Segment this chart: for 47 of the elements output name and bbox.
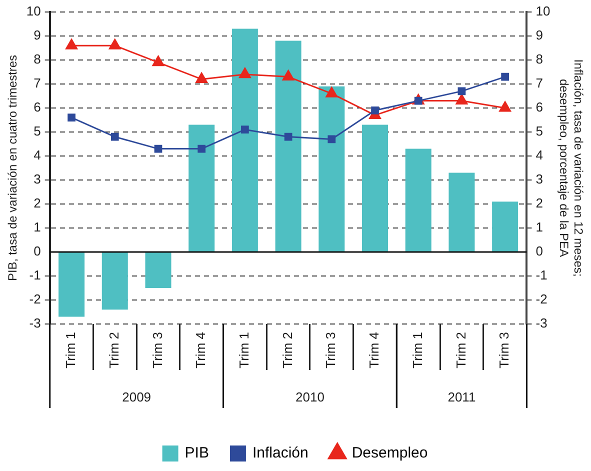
y-tick-label: -3 (29, 316, 41, 331)
y-tick-label: 3 (34, 172, 41, 187)
y2-tick-label: 0 (536, 244, 543, 259)
y-tick-label: 4 (34, 148, 41, 163)
y2-tick-label: 8 (536, 52, 543, 67)
x-tick-label: Trim 4 (366, 332, 382, 368)
y2-tick-label: -1 (536, 268, 548, 283)
y2-tick-label: 7 (536, 76, 543, 91)
y-tick-label: 9 (34, 28, 41, 43)
x-tick-label: Trim 2 (280, 332, 295, 368)
y-tick-label: 2 (34, 196, 41, 211)
y-tick-label: 5 (34, 124, 41, 139)
y-tick-label: -1 (29, 268, 41, 283)
y-tick-label: 7 (34, 76, 41, 91)
y-tick-label: 8 (34, 52, 41, 67)
x-tick-label: Trim 1 (410, 332, 425, 368)
legend-label: Inflación (252, 444, 308, 462)
x-tick-label: Trim 1 (63, 332, 78, 368)
y-axis-title: PIB, tasa de variación en cuatro trimestres (6, 54, 20, 282)
y2-tick-label: 1 (536, 220, 543, 235)
x-tick-label: Trim 3 (496, 332, 512, 368)
x-tick-label: Trim 3 (323, 332, 338, 368)
y-tick-label: 1 (34, 220, 41, 235)
x-tick-label: Trim 3 (150, 332, 165, 368)
y2-tick-label: -2 (536, 292, 548, 307)
y-tick-label: 0 (34, 244, 41, 259)
y2-tick-label: -3 (536, 316, 548, 331)
y2-tick-label: 4 (536, 148, 543, 163)
y-tick-label: -2 (29, 292, 41, 307)
x-tick-label: Trim 4 (193, 332, 208, 368)
y2-tick-label: 10 (536, 4, 550, 19)
y2-tick-label: 5 (536, 124, 543, 139)
x-tick-label: Trim 2 (453, 332, 468, 368)
y2-axis-title: Inflación, tasa de variación en 12 meses; desempleo, porcentaje de la PEA (557, 59, 586, 277)
y2-tick-label: 6 (536, 100, 543, 115)
legend-label: Desempleo (352, 444, 428, 462)
y2-tick-label: 3 (536, 172, 543, 187)
x-tick-label: Trim 2 (106, 332, 122, 368)
x-tick-label: Trim 1 (236, 332, 252, 368)
y-tick-label: 10 (26, 4, 41, 19)
text: 2009 (122, 390, 152, 405)
y2-tick-label: 9 (536, 28, 543, 43)
text: 2011 (448, 390, 476, 405)
text: 2010 (296, 390, 324, 405)
y2-tick-label: 2 (536, 196, 543, 211)
y-tick-label: 6 (34, 100, 41, 115)
legend-label: PIB (184, 444, 209, 462)
